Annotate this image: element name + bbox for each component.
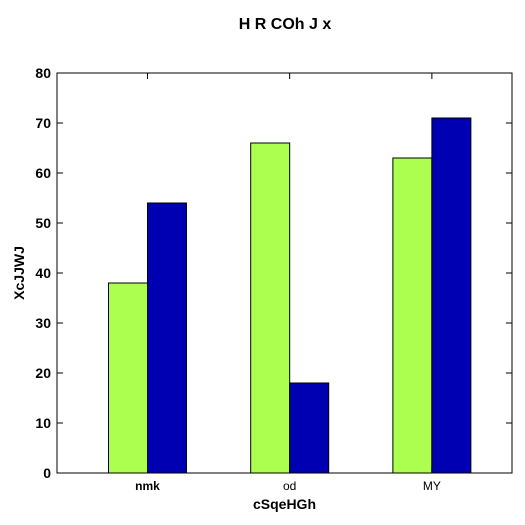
y-tick-label: 50 (35, 215, 51, 231)
y-tick-label: 40 (35, 265, 51, 281)
bar-MY-series-2 (431, 117, 472, 474)
bar-MY-series-1 (392, 157, 433, 474)
y-tick-label: 60 (35, 165, 51, 181)
y-tick-label: 30 (35, 315, 51, 331)
y-axis-label: XcJJWJ (11, 246, 27, 300)
x-tick-label-od: od (283, 479, 296, 493)
x-axis-label: cSqeHGh (253, 496, 316, 512)
y-axis-ticks: 0 10 20 30 40 50 60 70 80 (35, 65, 512, 481)
bars-layer (108, 117, 472, 474)
bar-od-series-2 (289, 382, 330, 474)
chart-title: H R COh J x (239, 16, 332, 33)
y-tick-label: 70 (35, 115, 51, 131)
bar-nmk-series-1 (108, 282, 148, 474)
bar-od-series-1 (250, 142, 291, 474)
y-tick-label: 80 (35, 65, 51, 81)
x-tick-label-MY: MY (423, 479, 441, 493)
x-tick-label-nmk: nmk (135, 479, 160, 493)
bar-nmk-series-2 (147, 202, 187, 474)
y-tick-label: 20 (35, 365, 51, 381)
x-axis-ticks: nmk od MY (135, 73, 441, 493)
y-tick-label: 0 (43, 465, 51, 481)
y-tick-label: 10 (35, 415, 51, 431)
